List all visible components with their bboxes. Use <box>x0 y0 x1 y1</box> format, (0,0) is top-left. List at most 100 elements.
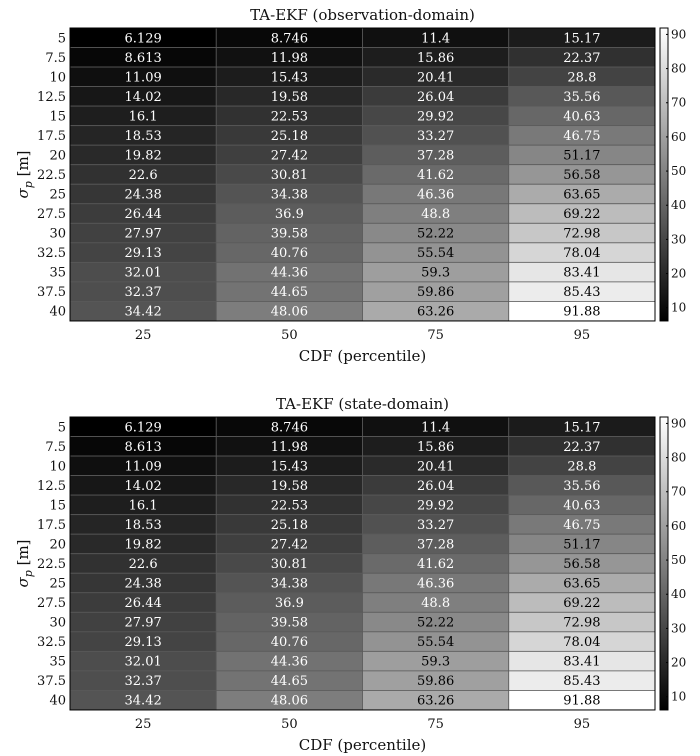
cell-value-label: 72.98 <box>563 227 600 242</box>
cell-value-label: 34.38 <box>271 577 308 592</box>
colorbar-tick-label: 30 <box>671 621 686 635</box>
plot-frame <box>69 416 656 711</box>
cell-value-label: 8.746 <box>271 420 308 435</box>
cell-value-label: 32.37 <box>125 285 162 300</box>
cell-value-label: 69.22 <box>563 596 600 611</box>
cell-value-label: 55.54 <box>417 635 454 650</box>
cell-value-label: 27.42 <box>271 148 308 163</box>
cell-value-label: 72.98 <box>563 616 600 631</box>
cell-value-label: 59.86 <box>417 285 454 300</box>
cell-value-label: 28.8 <box>567 459 596 474</box>
cell-value-label: 37.28 <box>417 537 454 552</box>
cell-value-label: 52.22 <box>417 227 454 242</box>
chart-title: TA-EKF (state-domain) <box>276 395 449 413</box>
colorbar-tick-label: 60 <box>671 519 686 533</box>
cell-value-label: 26.44 <box>125 207 162 222</box>
cell-value-label: 15.43 <box>271 70 308 85</box>
cell-value-label: 37.28 <box>417 148 454 163</box>
cell-value-label: 11.98 <box>271 440 308 455</box>
cell-value-label: 63.26 <box>417 694 454 709</box>
cell-value-label: 27.42 <box>271 537 308 552</box>
cell-value-label: 46.36 <box>417 188 454 203</box>
x-tick-label: 75 <box>427 717 444 732</box>
y-tick-label: 25 <box>49 577 66 592</box>
y-tick-label: 10 <box>49 70 66 85</box>
y-tick-label: 30 <box>49 616 66 631</box>
cell-value-label: 44.65 <box>271 674 308 689</box>
cell-value-label: 26.04 <box>417 90 454 105</box>
y-tick-label: 15 <box>49 109 66 124</box>
cell-value-label: 6.129 <box>125 420 162 435</box>
x-tick-label: 95 <box>574 328 591 343</box>
cell-value-label: 91.88 <box>563 305 600 320</box>
y-tick-label: 27.5 <box>37 207 66 222</box>
cell-value-label: 22.37 <box>563 440 600 455</box>
cell-value-label: 19.58 <box>271 479 308 494</box>
cell-value-label: 46.75 <box>563 129 600 144</box>
colorbar-tick-label: 80 <box>671 62 686 76</box>
cell-value-label: 63.65 <box>563 577 600 592</box>
y-tick-label: 32.5 <box>37 635 66 650</box>
colorbar-tick-label: 30 <box>671 232 686 246</box>
y-tick-label: 20 <box>49 148 66 163</box>
cell-value-label: 22.6 <box>129 557 158 572</box>
colorbar-tick-label: 10 <box>671 301 686 315</box>
cell-value-label: 11.09 <box>125 70 162 85</box>
cell-value-label: 48.06 <box>271 694 308 709</box>
colorbar-tick-label: 50 <box>671 553 686 567</box>
cell-value-label: 29.92 <box>417 109 454 124</box>
cell-value-label: 51.17 <box>563 537 600 552</box>
x-axis-label: CDF (percentile) <box>299 347 426 365</box>
cell-value-label: 63.65 <box>563 188 600 203</box>
x-tick-label: 50 <box>281 717 298 732</box>
cell-value-label: 11.4 <box>421 420 450 435</box>
colorbar-tick-label: 20 <box>671 267 686 281</box>
colorbar-tick-label: 60 <box>671 130 686 144</box>
chart-title: TA-EKF (observation-domain) <box>250 6 475 24</box>
cell-value-label: 15.86 <box>417 51 454 66</box>
cell-value-label: 39.58 <box>271 616 308 631</box>
cell-value-label: 78.04 <box>563 246 600 261</box>
cell-value-label: 22.53 <box>271 109 308 124</box>
cell-value-label: 8.613 <box>125 51 162 66</box>
colorbar-tick-label: 10 <box>671 690 686 704</box>
cell-value-label: 34.42 <box>125 694 162 709</box>
y-tick-label: 7.5 <box>45 51 66 66</box>
heatmap-panel-2: TA-EKF (state-domain) 6.129 8.746 11.4 15.17… <box>14 395 686 754</box>
cell-value-label: 69.22 <box>563 207 600 222</box>
y-tick-label: 10 <box>49 459 66 474</box>
x-tick-label: 75 <box>427 328 444 343</box>
cell-value-label: 27.97 <box>125 227 162 242</box>
cell-value-label: 25.18 <box>271 129 308 144</box>
cell-value-label: 78.04 <box>563 635 600 650</box>
cell-value-label: 11.98 <box>271 51 308 66</box>
cell-value-label: 26.04 <box>417 479 454 494</box>
cell-value-label: 52.22 <box>417 616 454 631</box>
cell-value-label: 85.43 <box>563 285 600 300</box>
cell-value-label: 29.13 <box>125 246 162 261</box>
cell-value-label: 59.86 <box>417 674 454 689</box>
cell-value-label: 36.9 <box>275 596 304 611</box>
y-tick-label: 7.5 <box>45 440 66 455</box>
cell-value-label: 22.53 <box>271 498 308 513</box>
colorbar-tick-label: 90 <box>671 416 686 430</box>
cell-value-label: 16.1 <box>129 109 158 124</box>
cell-value-label: 55.54 <box>417 246 454 261</box>
cell-value-label: 44.36 <box>271 266 308 281</box>
cell-value-label: 30.81 <box>271 168 308 183</box>
cell-value-label: 18.53 <box>125 129 162 144</box>
cell-value-label: 24.38 <box>125 577 162 592</box>
cell-value-label: 83.41 <box>563 266 600 281</box>
cell-value-label: 46.75 <box>563 518 600 533</box>
cell-value-label: 6.129 <box>125 31 162 46</box>
y-tick-label: 12.5 <box>37 90 66 105</box>
y-tick-label: 5 <box>58 420 66 435</box>
cell-value-label: 35.56 <box>563 90 600 105</box>
cell-value-label: 91.88 <box>563 694 600 709</box>
x-axis-label: CDF (percentile) <box>299 736 426 754</box>
cell-value-label: 32.37 <box>125 674 162 689</box>
cell-value-label: 36.9 <box>275 207 304 222</box>
x-tick-label: 25 <box>135 717 152 732</box>
cell-value-label: 19.58 <box>271 90 308 105</box>
